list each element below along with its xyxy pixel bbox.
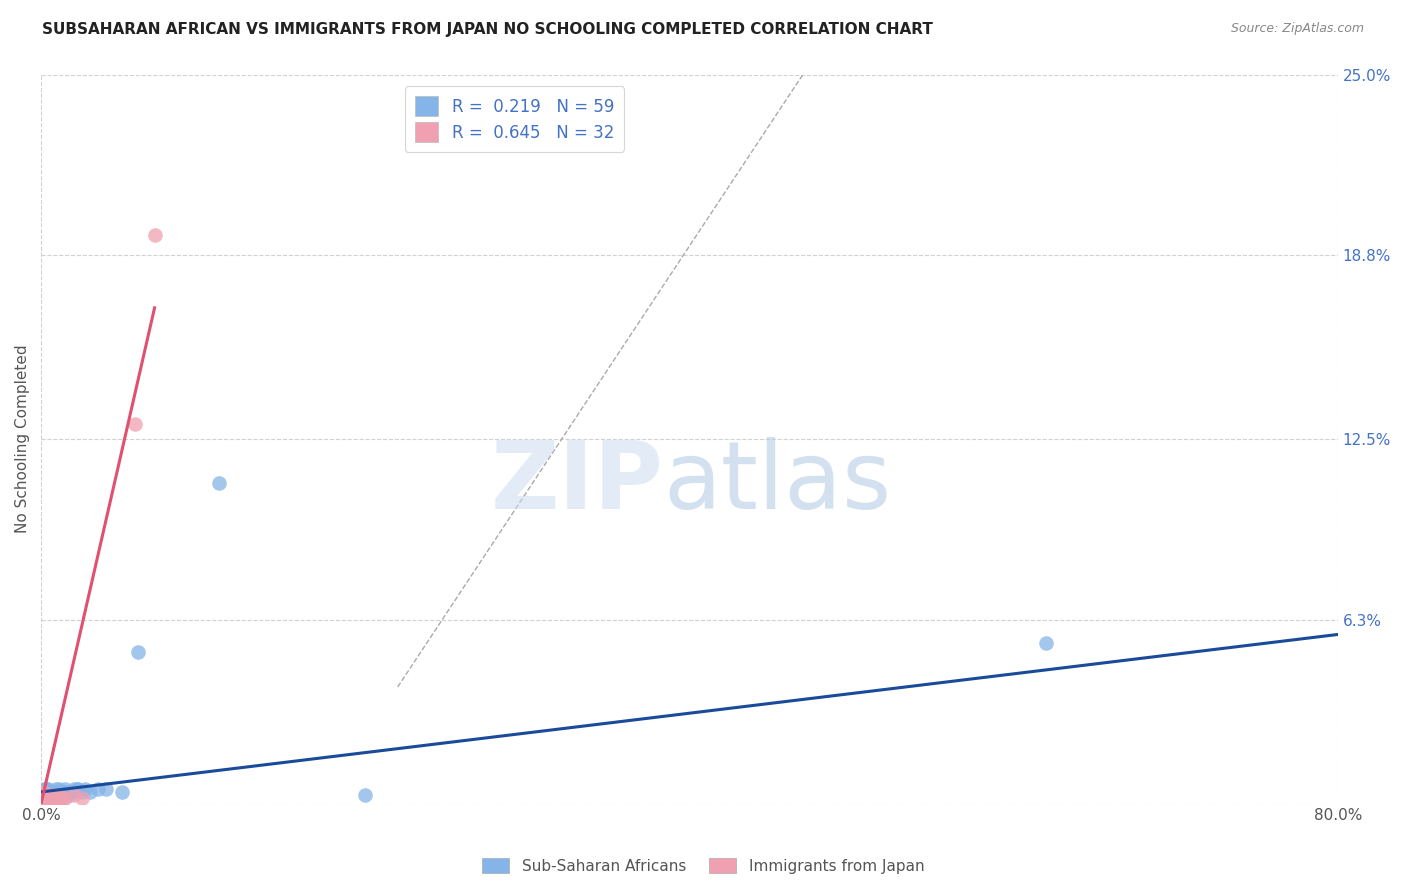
Text: ZIP: ZIP <box>491 437 664 529</box>
Point <box>143 227 166 242</box>
Point <box>73 782 96 797</box>
Legend: Sub-Saharan Africans, Immigrants from Japan: Sub-Saharan Africans, Immigrants from Ja… <box>475 852 931 880</box>
Point <box>37 785 59 799</box>
Point <box>51 790 73 805</box>
Point <box>31 788 53 802</box>
Point <box>70 790 93 805</box>
Point <box>38 794 60 808</box>
Point <box>62 782 84 797</box>
Point <box>34 785 56 799</box>
Point <box>35 782 58 797</box>
Point <box>45 782 67 797</box>
Point <box>41 788 63 802</box>
Point <box>55 782 77 797</box>
Point <box>55 790 77 805</box>
Point <box>49 794 72 808</box>
Point <box>42 794 65 808</box>
Point <box>37 790 59 805</box>
Point <box>45 790 67 805</box>
Point <box>66 782 89 797</box>
Point <box>48 790 70 805</box>
Point <box>38 788 60 802</box>
Point <box>31 794 53 808</box>
Point <box>41 785 63 799</box>
Point <box>79 785 101 799</box>
Point <box>35 788 58 802</box>
Point <box>56 785 79 799</box>
Point <box>34 788 56 802</box>
Text: SUBSAHARAN AFRICAN VS IMMIGRANTS FROM JAPAN NO SCHOOLING COMPLETED CORRELATION C: SUBSAHARAN AFRICAN VS IMMIGRANTS FROM JA… <box>42 22 934 37</box>
Point <box>46 788 69 802</box>
Point <box>41 794 63 808</box>
Point <box>35 788 58 802</box>
Point <box>39 794 62 808</box>
Point <box>37 782 59 797</box>
Point <box>34 790 56 805</box>
Point <box>208 475 231 490</box>
Point <box>37 790 59 805</box>
Point <box>39 790 62 805</box>
Point <box>31 788 53 802</box>
Point <box>38 794 60 808</box>
Point <box>111 785 134 799</box>
Point <box>42 790 65 805</box>
Point <box>49 785 72 799</box>
Point <box>38 788 60 802</box>
Point <box>31 785 53 799</box>
Point <box>34 794 56 808</box>
Point <box>39 788 62 802</box>
Point <box>31 790 53 805</box>
Point <box>34 782 56 797</box>
Point <box>38 785 60 799</box>
Point <box>94 782 117 797</box>
Point <box>35 790 58 805</box>
Point <box>127 645 149 659</box>
Point <box>45 785 67 799</box>
Point <box>41 790 63 805</box>
Point <box>52 785 75 799</box>
Text: Source: ZipAtlas.com: Source: ZipAtlas.com <box>1230 22 1364 36</box>
Point <box>37 788 59 802</box>
Point <box>87 782 110 797</box>
Point <box>124 417 146 432</box>
Point <box>59 785 82 799</box>
Point <box>45 794 67 808</box>
Point <box>37 794 59 808</box>
Text: atlas: atlas <box>664 437 891 529</box>
Y-axis label: No Schooling Completed: No Schooling Completed <box>15 344 30 533</box>
Point <box>31 790 53 805</box>
Point <box>37 794 59 808</box>
Point <box>39 785 62 799</box>
Point <box>70 785 93 799</box>
Point <box>31 785 53 799</box>
Point <box>39 794 62 808</box>
Point <box>35 790 58 805</box>
Point <box>35 794 58 808</box>
Point <box>38 790 60 805</box>
Legend: R =  0.219   N = 59, R =  0.645   N = 32: R = 0.219 N = 59, R = 0.645 N = 32 <box>405 87 624 152</box>
Point <box>46 790 69 805</box>
Point <box>46 788 69 802</box>
Point <box>35 794 58 808</box>
Point <box>58 788 80 802</box>
Point <box>67 782 90 797</box>
Point <box>37 788 59 802</box>
Point <box>55 785 77 799</box>
Point <box>38 790 60 805</box>
Point <box>60 785 83 799</box>
Point <box>34 790 56 805</box>
Point <box>31 794 53 808</box>
Point <box>41 788 63 802</box>
Point <box>62 788 84 802</box>
Point <box>46 785 69 799</box>
Point <box>34 794 56 808</box>
Point <box>354 788 377 802</box>
Point <box>51 788 73 802</box>
Point <box>34 788 56 802</box>
Point <box>42 788 65 802</box>
Point <box>48 782 70 797</box>
Point <box>48 790 70 805</box>
Point <box>1035 636 1057 650</box>
